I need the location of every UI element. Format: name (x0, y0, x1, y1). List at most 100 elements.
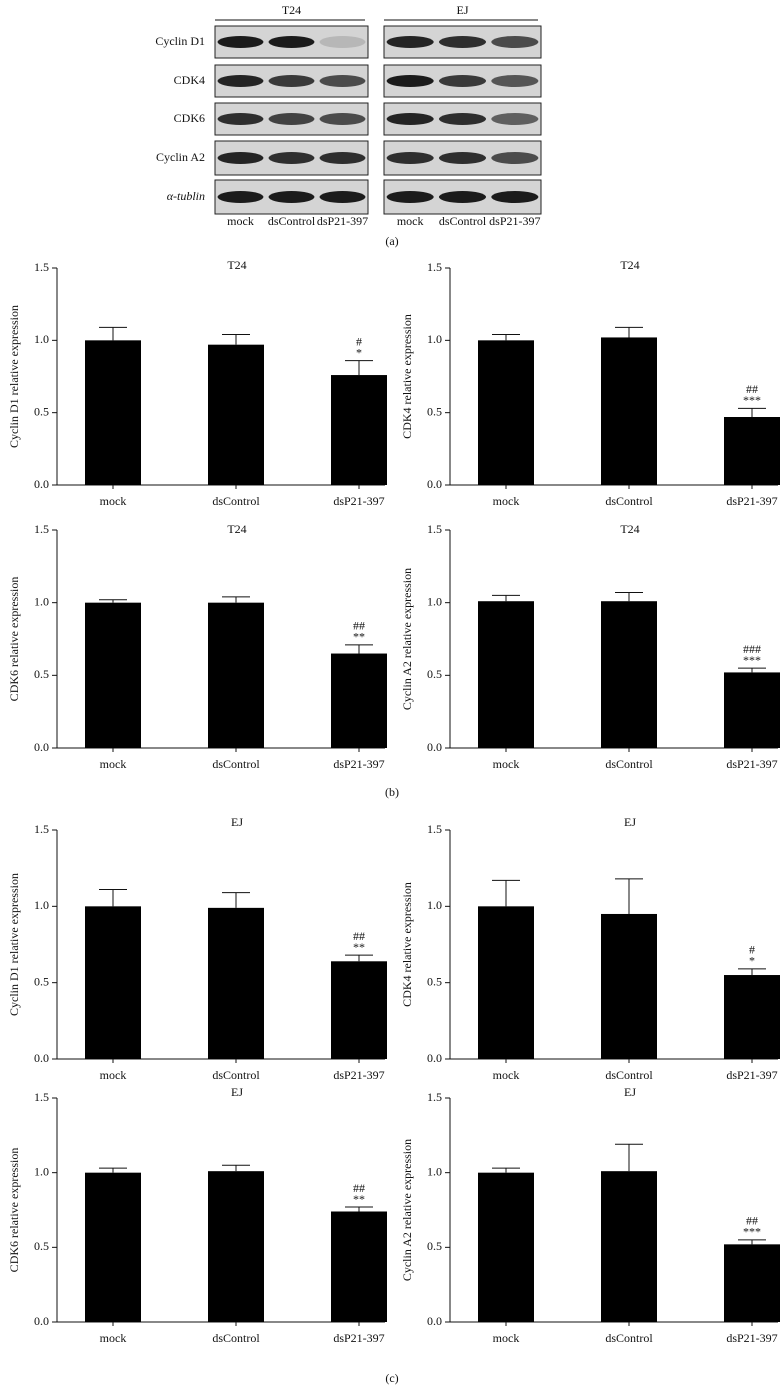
significance-label: * (356, 345, 362, 359)
error-bar (738, 407, 766, 418)
y-axis-label: CDK6 relative expression (7, 1148, 21, 1273)
bar (478, 601, 534, 748)
y-tick-label: 1.0 (34, 594, 49, 608)
blot-band (491, 75, 539, 87)
error-bar (492, 594, 520, 602)
y-tick-label: 1.5 (427, 260, 442, 274)
error-bar (615, 1143, 643, 1172)
blot-band (438, 36, 487, 48)
significance-label: ** (353, 1192, 365, 1206)
significance-label: ## (353, 1181, 365, 1195)
bar (724, 975, 780, 1059)
error-bar (99, 889, 127, 907)
chart-title: EJ (624, 1085, 636, 1099)
y-tick-label: 1.0 (34, 1164, 49, 1178)
y-tick-label: 1.0 (427, 1164, 442, 1178)
blot-band (217, 36, 264, 48)
error-bar (345, 954, 373, 962)
lane-label: dsP21-397 (317, 214, 368, 228)
lane-label: dsP21-397 (489, 214, 540, 228)
bar (601, 337, 657, 485)
error-bar (99, 326, 127, 341)
x-tick-label: dsControl (605, 757, 653, 771)
blot-band (319, 152, 366, 164)
blot-band (438, 152, 487, 164)
y-tick-label: 1.5 (427, 522, 442, 536)
lane-label: dsControl (439, 214, 487, 228)
y-tick-label: 0.5 (427, 667, 442, 681)
row-label: α-tublin (167, 189, 205, 203)
y-tick-label: 0.5 (427, 404, 442, 418)
chart-title: EJ (231, 815, 243, 829)
error-bar (615, 591, 643, 602)
y-tick-label: 1.0 (34, 898, 49, 912)
blot-band (438, 75, 487, 87)
error-bar (492, 1167, 520, 1173)
y-axis-label: Cyclin A2 relative expression (400, 568, 414, 710)
significance-label: ## (746, 382, 758, 396)
blot-band (319, 113, 366, 125)
chart-title: T24 (227, 522, 246, 536)
significance-label: ** (353, 630, 365, 644)
bar (601, 601, 657, 748)
error-bar (492, 879, 520, 907)
error-bar (222, 1164, 250, 1172)
y-tick-label: 0.5 (34, 1239, 49, 1253)
bar (85, 906, 141, 1059)
bar (331, 375, 387, 485)
y-tick-label: 1.5 (34, 260, 49, 274)
bar (208, 602, 264, 748)
y-tick-label: 0.0 (427, 1051, 442, 1065)
bar (724, 1244, 780, 1322)
y-tick-label: 0.0 (34, 1314, 49, 1328)
chart-title: EJ (624, 815, 636, 829)
bar (601, 913, 657, 1059)
bar (331, 961, 387, 1059)
blot-band (491, 191, 539, 203)
y-tick-label: 0.0 (427, 740, 442, 754)
x-tick-label: dsP21-397 (726, 1068, 777, 1082)
y-tick-label: 0.5 (34, 404, 49, 418)
bar (208, 1171, 264, 1322)
bar (208, 344, 264, 485)
error-bar (222, 596, 250, 603)
x-tick-label: dsP21-397 (333, 1068, 384, 1082)
x-tick-label: dsP21-397 (726, 1331, 777, 1345)
significance-label: ## (353, 929, 365, 943)
x-tick-label: dsControl (212, 1331, 260, 1345)
blot-band (217, 75, 264, 87)
x-tick-label: dsControl (212, 494, 260, 508)
x-tick-label: mock (493, 1331, 520, 1345)
x-tick-label: dsP21-397 (333, 757, 384, 771)
y-tick-label: 0.5 (427, 974, 442, 988)
error-bar (99, 1167, 127, 1173)
row-label: Cyclin D1 (155, 34, 205, 48)
significance-label: *** (743, 393, 761, 407)
group-label: T24 (282, 3, 301, 17)
significance-label: ### (743, 642, 761, 656)
significance-label: # (356, 334, 362, 348)
x-tick-label: dsControl (212, 1068, 260, 1082)
panel-label: (a) (385, 234, 398, 248)
blot-band (386, 36, 434, 48)
y-tick-label: 0.0 (34, 1051, 49, 1065)
chart-title: T24 (620, 258, 639, 272)
y-tick-label: 1.0 (34, 332, 49, 346)
y-tick-label: 1.0 (427, 594, 442, 608)
y-tick-label: 1.5 (427, 822, 442, 836)
bar (478, 1172, 534, 1322)
error-bar (345, 1206, 373, 1212)
significance-label: *** (743, 653, 761, 667)
x-tick-label: dsControl (605, 494, 653, 508)
error-bar (738, 1239, 766, 1245)
blot-band (268, 36, 315, 48)
bar (85, 1172, 141, 1322)
error-bar (738, 968, 766, 976)
error-bar (492, 334, 520, 341)
bar (724, 417, 780, 485)
group-label: EJ (457, 3, 469, 17)
y-tick-label: 0.5 (427, 1239, 442, 1253)
y-tick-label: 1.5 (34, 522, 49, 536)
y-tick-label: 0.5 (34, 667, 49, 681)
